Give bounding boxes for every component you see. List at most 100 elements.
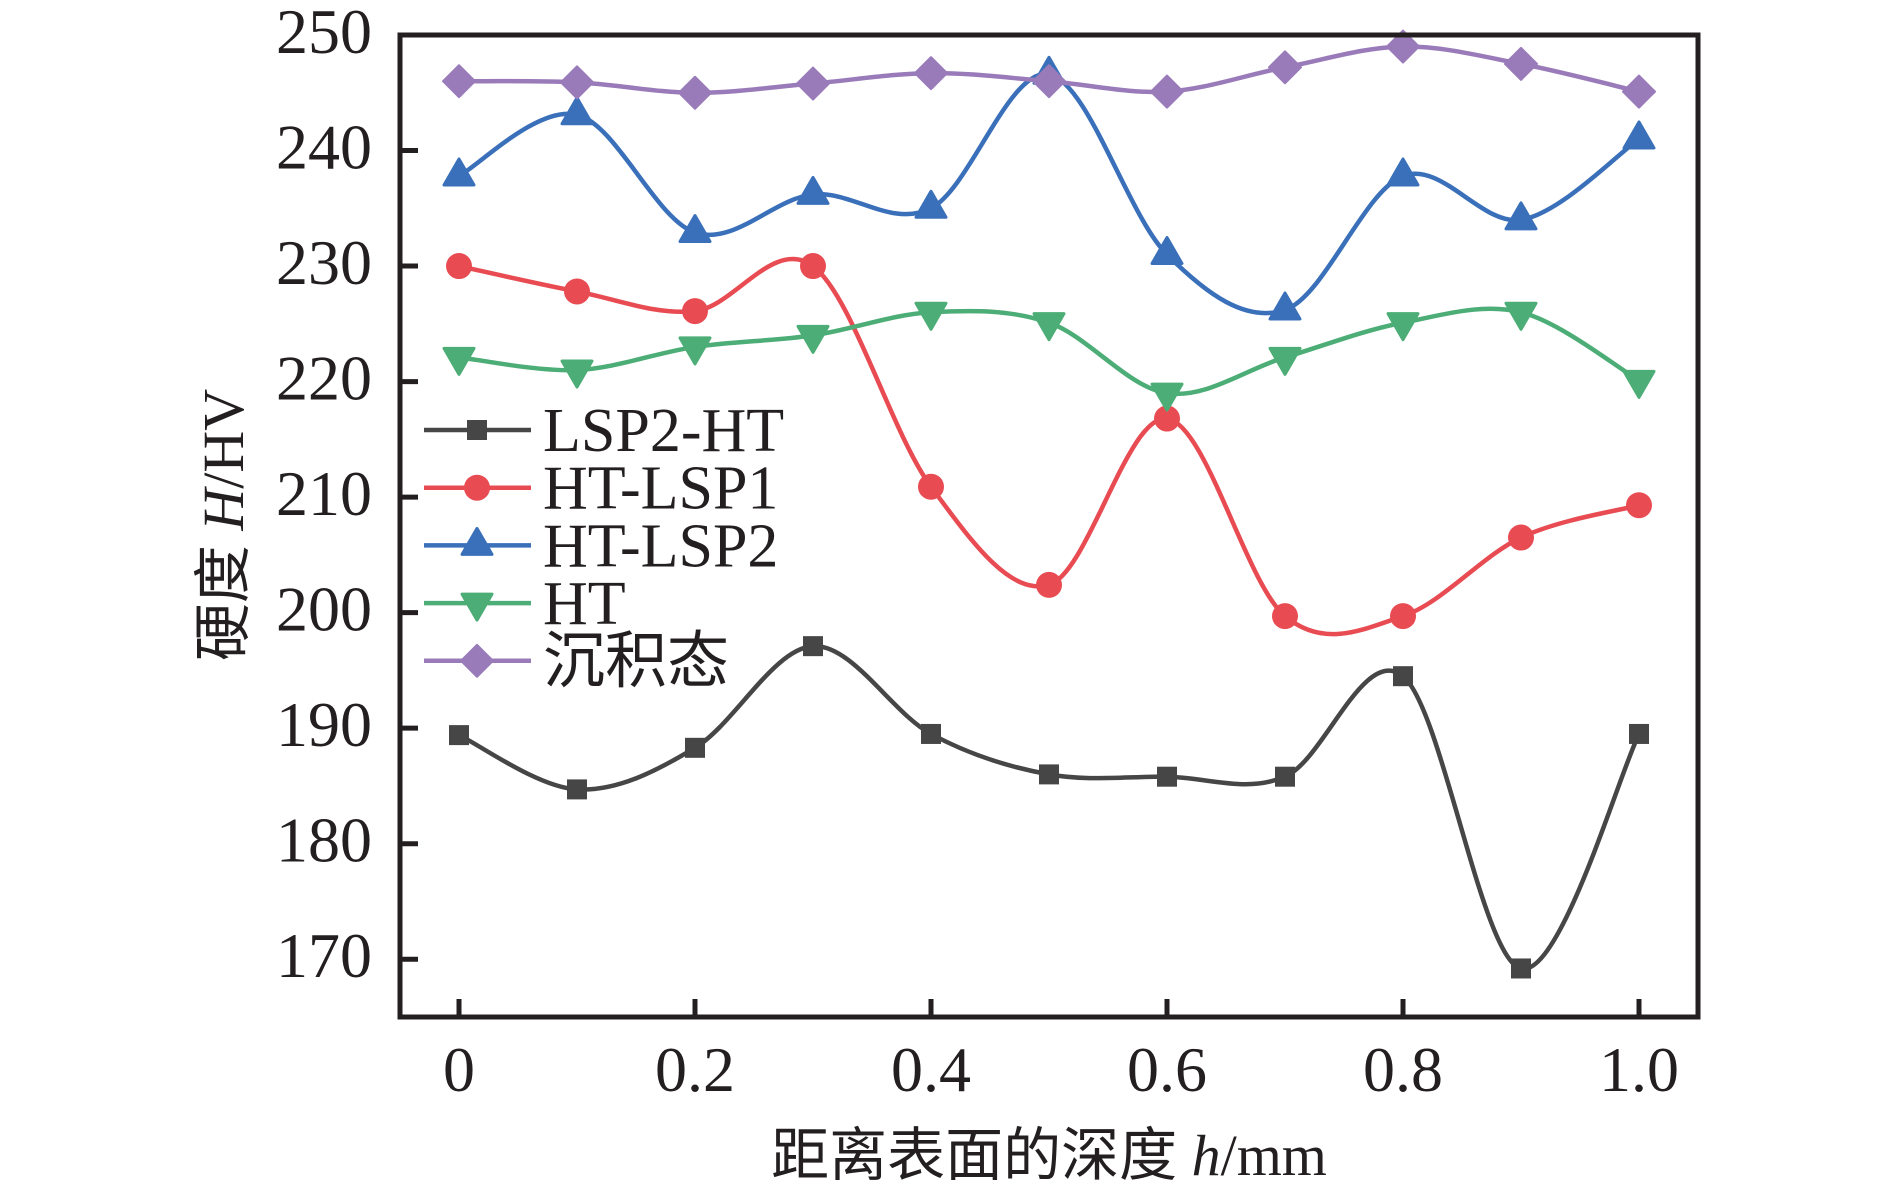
data-point — [796, 324, 830, 354]
y-tick-label: 220 — [276, 343, 372, 414]
y-tick-label: 190 — [276, 689, 372, 760]
data-point — [1511, 958, 1531, 979]
data-point — [1508, 524, 1534, 551]
data-point — [1626, 492, 1652, 519]
data-point — [1036, 571, 1062, 598]
x-tick-label: 0.6 — [1127, 1034, 1207, 1105]
data-point — [914, 189, 948, 219]
legend-item: HT-LSP2 — [424, 512, 778, 580]
legend-label: HT-LSP2 — [543, 512, 778, 580]
y-axis-unit: /HV — [191, 389, 256, 489]
data-point — [914, 301, 948, 331]
data-point — [678, 336, 712, 366]
data-point — [918, 473, 944, 500]
data-point — [449, 725, 469, 746]
data-point — [446, 253, 472, 280]
data-point — [442, 64, 476, 99]
data-point — [1390, 603, 1416, 630]
data-point — [1150, 74, 1184, 109]
legend-marker — [460, 592, 494, 622]
data-point — [1622, 74, 1656, 109]
series-HT — [442, 301, 1656, 412]
data-point — [1032, 312, 1066, 342]
data-point — [567, 779, 587, 800]
data-point — [800, 253, 826, 280]
data-point — [1275, 766, 1295, 787]
data-point — [560, 96, 594, 126]
y-tick-label: 170 — [276, 920, 372, 991]
data-point — [1032, 64, 1066, 99]
data-point — [685, 737, 705, 758]
data-point — [1504, 201, 1538, 231]
legend-marker — [460, 643, 494, 678]
y-axis-title-text: 硬度 — [191, 531, 256, 662]
legend-marker — [460, 526, 494, 556]
legend-item: 沉积态 — [424, 628, 729, 696]
y-tick-label: 240 — [276, 112, 372, 183]
data-point — [560, 359, 594, 389]
x-tick-label: 1.0 — [1599, 1034, 1679, 1105]
data-point — [914, 56, 948, 91]
data-point — [1150, 382, 1184, 412]
data-point — [1386, 29, 1420, 64]
data-point — [1386, 157, 1420, 187]
data-point — [1393, 666, 1413, 687]
x-axis-symbol: h — [1192, 1123, 1221, 1188]
legend-marker — [464, 474, 490, 501]
legend-label: 沉积态 — [543, 628, 729, 696]
data-point — [1386, 312, 1420, 342]
series-LSP2-HT — [449, 636, 1649, 979]
legend-item: LSP2-HT — [424, 397, 784, 465]
y-axis-symbol: H — [191, 486, 256, 532]
x-axis-title: 距离表面的深度 h/mm — [771, 1123, 1327, 1188]
y-tick-label: 210 — [276, 458, 372, 529]
series-HT-LSP1 — [446, 253, 1652, 637]
y-tick-label: 180 — [276, 805, 372, 876]
legend-item: HT-LSP1 — [424, 455, 778, 523]
data-point — [564, 278, 590, 305]
y-tick-label: 230 — [276, 227, 372, 298]
legend-item: HT — [424, 570, 626, 638]
data-point — [560, 65, 594, 100]
data-point — [678, 214, 712, 244]
legend-label: HT-LSP1 — [543, 455, 778, 523]
data-point — [442, 157, 476, 187]
data-point — [803, 636, 823, 657]
data-point — [1268, 291, 1302, 321]
x-tick-label: 0.2 — [655, 1034, 735, 1105]
data-point — [1268, 346, 1302, 376]
data-point — [796, 66, 830, 101]
legend-marker — [467, 420, 487, 440]
x-tick-labels: 0 0.2 0.4 0.6 0.8 1.0 — [443, 1034, 1679, 1105]
x-axis-title-text: 距离表面的深度 — [771, 1123, 1192, 1188]
data-point — [682, 298, 708, 325]
axes-layer — [397, 32, 1701, 1020]
series-沉积态 — [442, 29, 1656, 110]
plot-frame — [397, 32, 1701, 1020]
data-point — [1272, 603, 1298, 630]
series-line — [456, 72, 1642, 316]
x-axis-unit: /mm — [1221, 1123, 1327, 1188]
data-point — [1154, 405, 1180, 432]
x-tick-label: 0 — [443, 1034, 475, 1105]
data-point — [1622, 120, 1656, 150]
data-point — [1268, 50, 1302, 85]
data-point — [1157, 766, 1177, 787]
data-point — [796, 175, 830, 205]
data-point — [1622, 369, 1656, 399]
y-axis-title: 硬度 H/HV — [191, 389, 256, 661]
y-tick-label: 250 — [276, 0, 372, 67]
x-tick-label: 0.8 — [1363, 1034, 1443, 1105]
y-tick-labels: 170 180 190 200 210 220 230 240 250 — [276, 0, 372, 991]
data-point — [678, 75, 712, 110]
data-point — [1039, 764, 1059, 785]
y-tick-label: 200 — [276, 574, 372, 645]
x-tick-label: 0.4 — [891, 1034, 971, 1105]
data-point — [1504, 46, 1538, 81]
data-point — [1629, 723, 1649, 744]
data-point — [921, 723, 941, 744]
series-layer — [442, 29, 1656, 979]
data-point — [442, 346, 476, 376]
